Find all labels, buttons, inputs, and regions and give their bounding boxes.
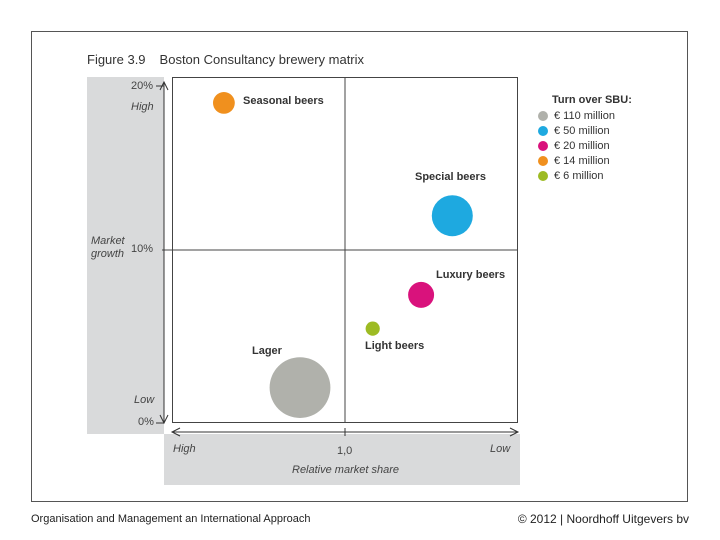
x-axis-arrow-right: [509, 427, 520, 437]
legend-item: € 50 million: [538, 123, 632, 138]
label-lager: Lager: [252, 345, 282, 357]
y-tick-low: Low: [134, 394, 155, 406]
x-axis-band: [164, 434, 520, 485]
x-tick-low: Low: [490, 443, 511, 455]
label-seasonal-beers: Seasonal beers: [243, 95, 324, 107]
legend-item: € 14 million: [538, 153, 632, 168]
y-tick-20: 20%: [131, 80, 154, 92]
label-special-beers: Special beers: [415, 171, 486, 183]
y-tick-0: 0%: [138, 416, 154, 428]
y-tick-high: High: [131, 101, 154, 113]
x-tick-mid-label: 1,0: [337, 445, 353, 457]
y-tick-10: 10%: [131, 243, 154, 255]
legend: Turn over SBU: € 110 million € 50 millio…: [538, 94, 632, 183]
bubble-special-beers: [431, 195, 473, 237]
bubble-luxury-beers: [408, 281, 435, 308]
legend-label: € 20 million: [554, 139, 610, 152]
slide-frame: [31, 31, 688, 502]
figure-title: Figure 3.9 Boston Consultancy brewery mat…: [87, 52, 364, 67]
legend-label: € 110 million: [554, 109, 615, 122]
legend-dot-icon: [538, 110, 548, 121]
legend-label: € 6 million: [554, 169, 604, 182]
legend-dot-icon: [538, 140, 548, 151]
legend-item: € 110 million: [538, 108, 632, 123]
footer-copyright: © 2012 | Noordhoff Uitgevers bv: [517, 512, 689, 526]
bubble-lager: [269, 357, 331, 418]
x-axis-title: Relative market share: [292, 464, 399, 476]
figure-title-text: Boston Consultancy brewery matrix: [159, 52, 365, 67]
legend-dot-icon: [538, 155, 548, 166]
legend-dot-icon: [538, 170, 548, 181]
legend-dot-icon: [538, 125, 548, 136]
legend-label: € 14 million: [554, 154, 610, 167]
y-axis-title: Market growth: [91, 235, 125, 260]
legend-title: Turn over SBU:: [552, 94, 632, 106]
x-axis-arrow-left: [170, 427, 181, 437]
bubble-seasonal-beers: [213, 92, 235, 114]
label-light-beers: Light beers: [365, 340, 425, 352]
legend-label: € 50 million: [554, 124, 610, 137]
footer-book-title: Organisation and Management an Internati…: [31, 513, 311, 525]
x-tick-high: High: [173, 443, 196, 455]
label-luxury-beers: Luxury beers: [436, 269, 506, 281]
bubble-light-beers: [365, 321, 380, 336]
legend-item: € 6 million: [538, 168, 632, 183]
y-axis-arrow-up: [159, 80, 169, 91]
y-axis-band: [87, 77, 164, 434]
legend-item: € 20 million: [538, 138, 632, 153]
figure-number: Figure 3.9: [87, 52, 146, 67]
